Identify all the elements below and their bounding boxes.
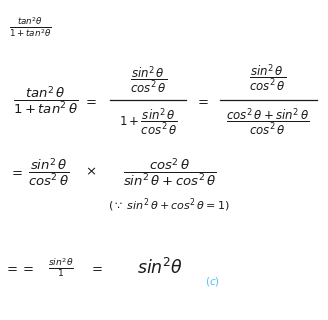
Text: $=$: $=$ (20, 261, 34, 274)
Text: $\frac{tan^2\theta}{1+tan^2\theta}$: $\frac{tan^2\theta}{1+tan^2\theta}$ (9, 16, 51, 39)
Text: $\frac{sin^2\theta}{1}$: $\frac{sin^2\theta}{1}$ (48, 256, 73, 279)
Text: $(\because\;sin^2\,\theta + cos^2\,\theta = 1)$: $(\because\;sin^2\,\theta + cos^2\,\thet… (108, 196, 230, 214)
Text: $\dfrac{sin^2\,\theta}{cos^2\,\theta}$: $\dfrac{sin^2\,\theta}{cos^2\,\theta}$ (249, 63, 286, 94)
Text: $\dfrac{sin^2\,\theta}{cos^2\,\theta}$: $\dfrac{sin^2\,\theta}{cos^2\,\theta}$ (28, 156, 69, 188)
Text: $\dfrac{cos^2\,\theta+sin^2\,\theta}{cos^2\,\theta}$: $\dfrac{cos^2\,\theta+sin^2\,\theta}{cos… (226, 107, 309, 138)
Text: $sin^2\theta$: $sin^2\theta$ (137, 258, 183, 277)
Text: $\dfrac{cos^2\,\theta}{sin^2\,\theta+cos^2\,\theta}$: $\dfrac{cos^2\,\theta}{sin^2\,\theta+cos… (123, 156, 217, 188)
Text: $1+\dfrac{sin^2\,\theta}{cos^2\,\theta}$: $1+\dfrac{sin^2\,\theta}{cos^2\,\theta}$ (119, 107, 177, 138)
Text: $=$: $=$ (4, 261, 18, 274)
Text: $=$: $=$ (9, 165, 23, 179)
Text: $\dfrac{sin^2\,\theta}{cos^2\,\theta}$: $\dfrac{sin^2\,\theta}{cos^2\,\theta}$ (130, 65, 167, 96)
Text: $\dfrac{tan^2\,\theta}{1+tan^2\,\theta}$: $\dfrac{tan^2\,\theta}{1+tan^2\,\theta}$ (13, 84, 78, 116)
Text: $=$: $=$ (89, 261, 103, 274)
Text: $(c)$: $(c)$ (205, 275, 220, 288)
Text: $\times$: $\times$ (85, 165, 96, 179)
Text: $=$: $=$ (195, 94, 209, 107)
Text: $=$: $=$ (83, 94, 97, 107)
